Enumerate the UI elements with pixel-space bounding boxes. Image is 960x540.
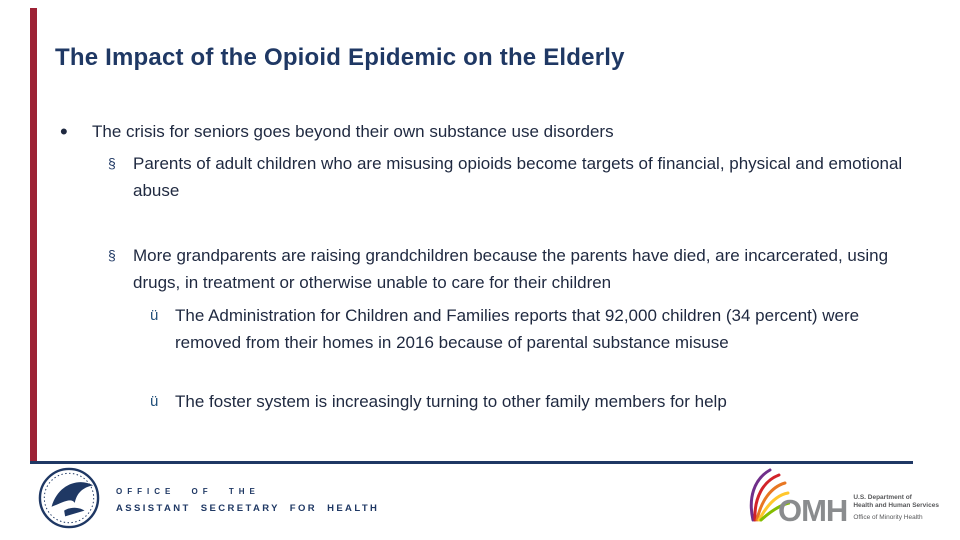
bullet-item-level3: ü The foster system is increasingly turn… xyxy=(150,388,875,415)
omh-dept-line1: U.S. Department of xyxy=(853,493,912,501)
omh-leaf-icon xyxy=(749,468,790,522)
office-of-assistant-secretary-text: OFFICE OF THE ASSISTANT SECRETARY FOR HE… xyxy=(116,487,379,514)
office-line1: OFFICE OF THE xyxy=(116,487,260,496)
omh-wordmark: OMH xyxy=(778,493,848,528)
check-bullet-icon: ü xyxy=(150,393,159,410)
bullet-text: More grandparents are raising grandchild… xyxy=(133,246,889,292)
bullet-item-level2: § More grandparents are raising grandchi… xyxy=(108,242,913,296)
check-bullet-icon: ü xyxy=(150,307,159,324)
bullet-item-level2: § Parents of adult children who are misu… xyxy=(108,150,913,204)
left-accent-bar xyxy=(30,8,37,463)
section-bullet-icon: § xyxy=(108,247,116,263)
office-line2: ASSISTANT SECRETARY FOR HEALTH xyxy=(116,503,380,514)
omh-dept-line2: Health and Human Services xyxy=(853,502,939,510)
bullet-dot-icon: • xyxy=(60,119,68,144)
bullet-item-level1: • The crisis for seniors goes beyond the… xyxy=(60,118,872,145)
bullet-text: Parents of adult children who are misusi… xyxy=(133,154,903,200)
omh-logo: OMH U.S. Department of Health and Human … xyxy=(744,466,939,528)
footer-divider-line xyxy=(30,461,913,464)
slide-title: The Impact of the Opioid Epidemic on the… xyxy=(55,44,625,71)
bullet-text: The crisis for seniors goes beyond their… xyxy=(92,122,614,141)
hhs-seal-icon xyxy=(38,467,100,529)
omh-department-text: U.S. Department of Health and Human Serv… xyxy=(853,494,939,522)
section-bullet-icon: § xyxy=(108,155,116,171)
bullet-text: The Administration for Children and Fami… xyxy=(175,306,860,352)
bullet-text: The foster system is increasingly turnin… xyxy=(175,392,727,411)
omh-office-line: Office of Minority Health xyxy=(853,513,923,521)
bullet-item-level3: ü The Administration for Children and Fa… xyxy=(150,302,875,356)
